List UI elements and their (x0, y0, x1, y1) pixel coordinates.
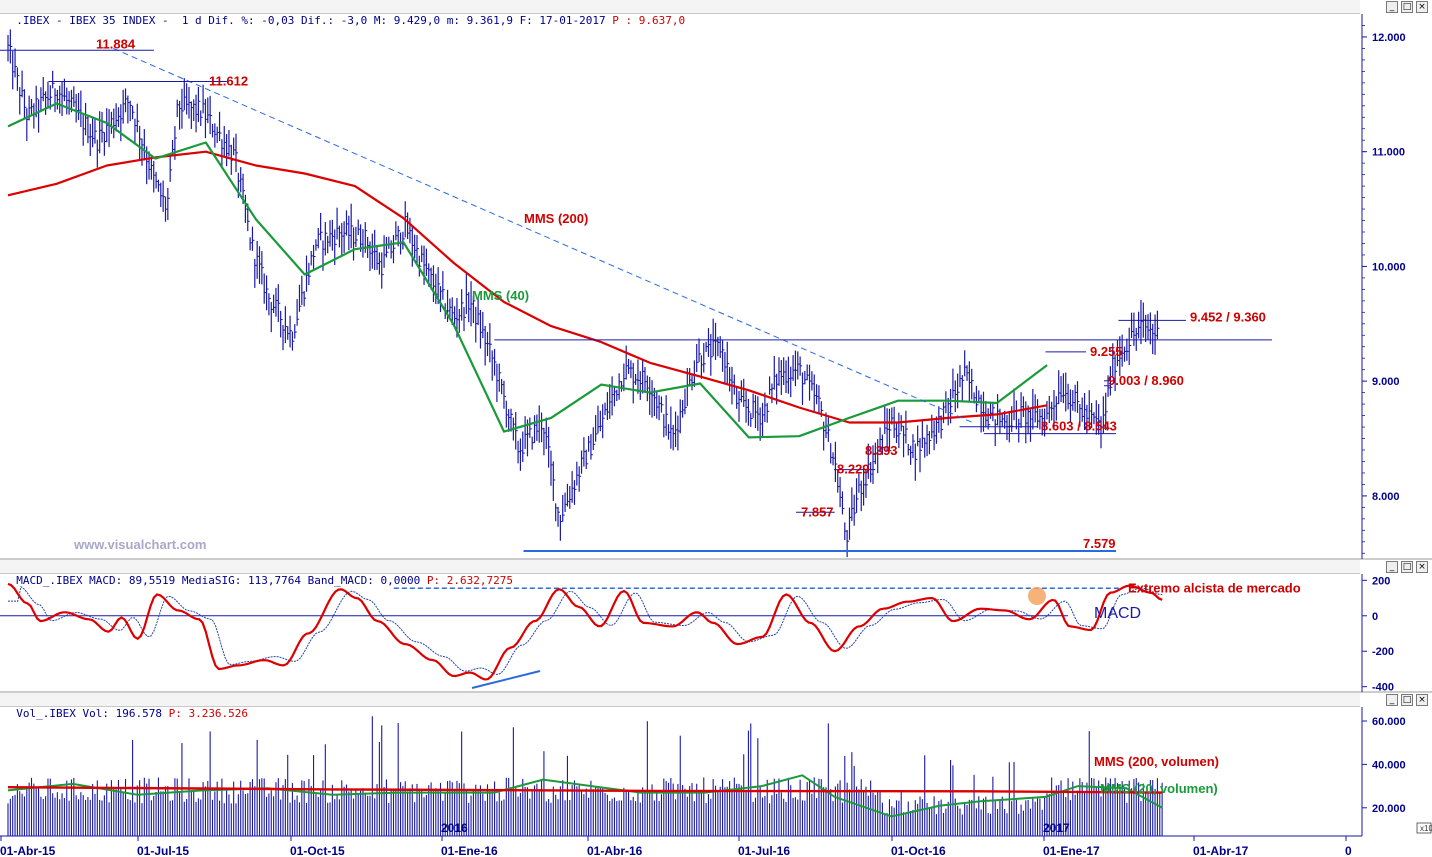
close-button[interactable]: × (1416, 561, 1428, 573)
macd-y-tick-label: -200 (1372, 646, 1394, 658)
volume-mms-20-label: MMS (20, volumen) (1100, 781, 1218, 796)
mms-200-label: MMS (200) (524, 211, 588, 226)
year-label-2016: 2016 (441, 821, 468, 835)
price-y-tick-label: 12.000 (1372, 32, 1406, 44)
volume-header-last: P: 3.236.526 (168, 707, 249, 720)
price-level-label: 9.003 / 8.960 (1108, 373, 1184, 388)
volume-window-controls: _ □ × (1360, 693, 1432, 707)
mms-200-line (7, 150, 1048, 424)
macd-divergence-line (471, 670, 541, 689)
minimize-button[interactable]: _ (1386, 694, 1398, 706)
macd-y-tick-label: -400 (1372, 682, 1394, 694)
x-axis-label: 01-Oct-15 (290, 844, 345, 857)
volume-header-info: Vol_.IBEX Vol: 196.578 (16, 707, 169, 720)
price-panel-header: .IBEX - IBEX 35 INDEX - 1 d Dif. %: -0,0… (0, 0, 1360, 27)
price-level-label: 7.579 (1083, 536, 1116, 551)
maximize-button[interactable]: □ (1401, 1, 1413, 13)
price-level-label: 8.393 (865, 443, 898, 458)
macd-signal-line (8, 585, 1163, 676)
x-axis-label: 01-Abr-16 (587, 844, 643, 857)
price-y-tick-label: 8.000 (1372, 491, 1400, 503)
volume-panel-header: Vol_.IBEX Vol: 196.578 P: 3.236.526 (0, 693, 1360, 720)
macd-panel-header: MACD_.IBEX MACD: 89,5519 MediaSIG: 113,7… (0, 560, 1360, 587)
maximize-button[interactable]: □ (1401, 694, 1413, 706)
macd-y-tick-label: 200 (1372, 575, 1390, 587)
macd-line (7, 582, 1163, 681)
x-axis-label: 01-Oct-16 (891, 844, 946, 857)
macd-window-controls: _ □ × (1360, 560, 1432, 574)
volume-y-tick-label: 60.000 (1372, 716, 1406, 728)
macd-y-tick-label: 0 (1372, 611, 1378, 623)
volume-mms-20-line (7, 774, 1163, 818)
x-axis-label: 01-Jul-15 (137, 844, 189, 857)
price-level-label: 9.452 / 9.360 (1190, 309, 1266, 324)
price-y-tick-label: 10.000 (1372, 261, 1406, 273)
x-axis-label: 01-Abr-15 (0, 844, 56, 857)
close-button[interactable]: × (1416, 1, 1428, 13)
price-level-label: 7.857 (801, 504, 834, 519)
price-header-last: P : 9.637,0 (612, 14, 686, 27)
macd-extreme-marker (1028, 587, 1046, 605)
volume-panel: 60.000 40.000 20.000 MMS (200, volumen) MMS … (7, 716, 1406, 836)
mms-40-label: MMS (40) (472, 288, 529, 303)
macd-extreme-label: Extremo alcista de mercado (1128, 580, 1301, 595)
minimize-button[interactable]: _ (1386, 561, 1398, 573)
volume-multiplier-label: x10 (1420, 824, 1432, 833)
volume-y-tick-label: 20.000 (1372, 803, 1406, 815)
x-axis-label: 01-Jul-16 (738, 844, 790, 857)
macd-label: MACD (1094, 605, 1141, 622)
price-panel: 12.000 11.000 10.000 9.000 8.000 11.884 11.612… (0, 25, 1406, 558)
volume-y-tick-label: 40.000 (1372, 759, 1406, 771)
volume-mms-200-line (7, 786, 1163, 794)
price-level-label: 8.603 / 8.543 (1041, 419, 1117, 434)
macd-header-info: MACD_.IBEX MACD: 89,5519 MediaSIG: 113,7… (16, 574, 427, 587)
price-level-label: 8.229 (837, 462, 870, 477)
x-axis-label: 0 (1345, 844, 1352, 857)
x-axis-label: 01-Abr-17 (1193, 844, 1249, 857)
x-axis: 01-Abr-15 01-Jul-15 01-Oct-15 01-Ene-16 01-A… (0, 821, 1352, 857)
price-y-tick-label: 11.000 (1372, 147, 1405, 159)
mms-40-line (7, 102, 1048, 439)
x-axis-label: 01-Ene-16 (441, 844, 498, 857)
year-label-2017: 2017 (1043, 821, 1070, 835)
macd-panel: 200 0 -200 -400 Extremo alcista de mercado MA… (0, 575, 1394, 694)
downtrend-line (113, 47, 973, 423)
maximize-button[interactable]: □ (1401, 561, 1413, 573)
x-axis-label: 01-Ene-17 (1043, 844, 1100, 857)
price-level-label: 11.612 (209, 73, 248, 88)
watermark: www.visualchart.com (73, 537, 206, 552)
price-header-info: .IBEX - IBEX 35 INDEX - 1 d Dif. %: -0,0… (16, 14, 613, 27)
price-window-controls: _ □ × (1360, 0, 1432, 14)
price-level-label: 11.884 (96, 36, 136, 51)
close-button[interactable]: × (1416, 694, 1428, 706)
minimize-button[interactable]: _ (1386, 1, 1398, 13)
price-y-tick-label: 9.000 (1372, 376, 1400, 388)
price-level-label: 9.255 (1090, 344, 1123, 359)
volume-mms-200-label: MMS (200, volumen) (1094, 754, 1219, 769)
volume-multiplier-box (1416, 822, 1432, 834)
macd-header-last: P: 2.632,7275 (426, 574, 513, 587)
